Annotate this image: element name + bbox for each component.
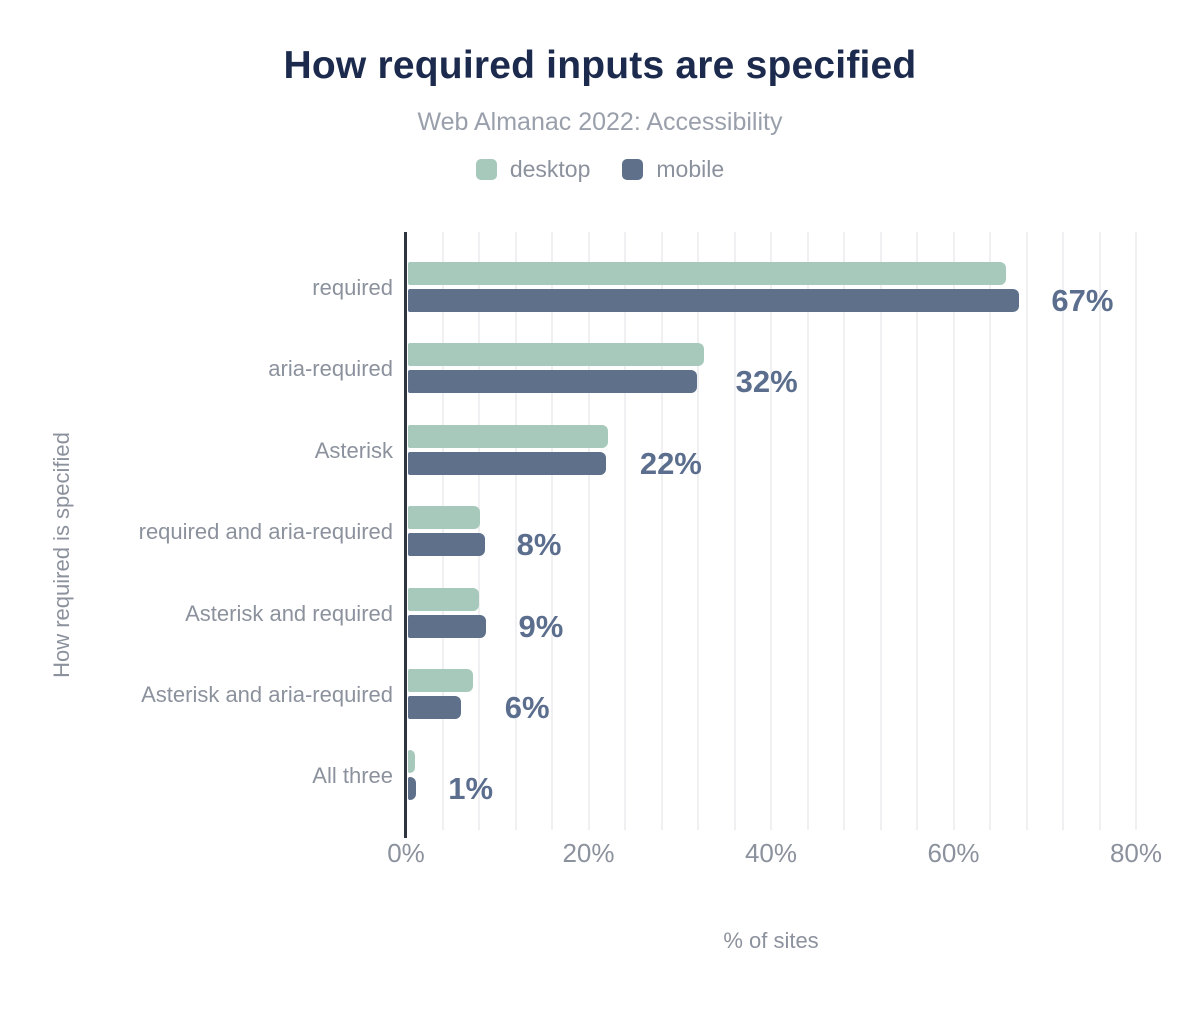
bar-mobile [408,370,698,394]
category-label: Asterisk and aria-required [141,682,393,707]
category-label: aria-required [268,356,393,382]
gridline [1135,232,1137,830]
bar-desktop [408,343,704,367]
gridline [806,232,809,830]
value-label: 1% [448,771,494,807]
bar-desktop [408,506,481,530]
legend-item-desktop: desktop [475,156,591,183]
gridline [989,232,991,830]
category-label: All three [312,763,393,789]
bar-mobile [408,289,1020,312]
legend-item-mobile: mobile [622,156,724,183]
chart-title: How required inputs are specified [283,44,917,87]
bar-mobile [408,533,485,557]
chart-subtitle: Web Almanac 2022: Accessibility [417,108,783,136]
gridline [952,232,955,830]
bar-desktop [408,424,608,448]
gridline [587,232,590,830]
legend-label: mobile [656,156,725,182]
legend: desktop mobile [0,156,1200,183]
gridline [1098,232,1101,830]
category-label: required [312,275,393,300]
gridline [843,232,845,830]
bar-desktop [408,669,473,692]
x-tick-label: 40% [744,838,798,868]
gridline [770,232,772,830]
legend-swatch-desktop [475,159,497,180]
category-label: Asterisk and required [185,600,393,626]
category-label: required and aria-required [138,519,393,545]
gridline [1062,232,1064,830]
legend-label: desktop [509,156,591,182]
y-axis-title: How required is specified [49,432,74,678]
x-tick-label: 20% [562,838,615,868]
gridline [1025,232,1028,830]
bar-mobile [408,777,417,801]
value-label: 8% [516,527,562,563]
value-label: 6% [504,690,550,725]
bar-mobile [408,696,461,719]
gridline [441,232,444,830]
gridline [733,232,736,830]
value-label: 67% [1051,283,1114,318]
gridline [624,232,626,830]
category-label: Asterisk [314,437,393,463]
bar-mobile [408,451,606,475]
bar-desktop [408,587,480,611]
x-tick-label: 80% [1109,838,1163,868]
bar-desktop [408,262,1006,285]
legend-swatch-mobile [622,159,644,180]
gridline [916,232,918,830]
gridline [660,232,663,830]
value-label: 32% [735,364,798,400]
gridline [478,232,480,830]
gridline [697,232,699,830]
gridline [551,232,553,830]
y-axis-line [404,232,407,838]
gridline [514,232,517,830]
bar-desktop [408,750,416,774]
gridline [879,232,882,830]
plot-grid: How required is specified required 67% ari… [49,232,1162,866]
value-label: 9% [518,608,564,644]
value-label: 22% [639,445,702,481]
x-tick-label: 60% [927,838,980,868]
bar-mobile [408,614,487,638]
x-tick-label: 0% [387,838,425,868]
x-axis-title: % of sites [723,928,819,953]
